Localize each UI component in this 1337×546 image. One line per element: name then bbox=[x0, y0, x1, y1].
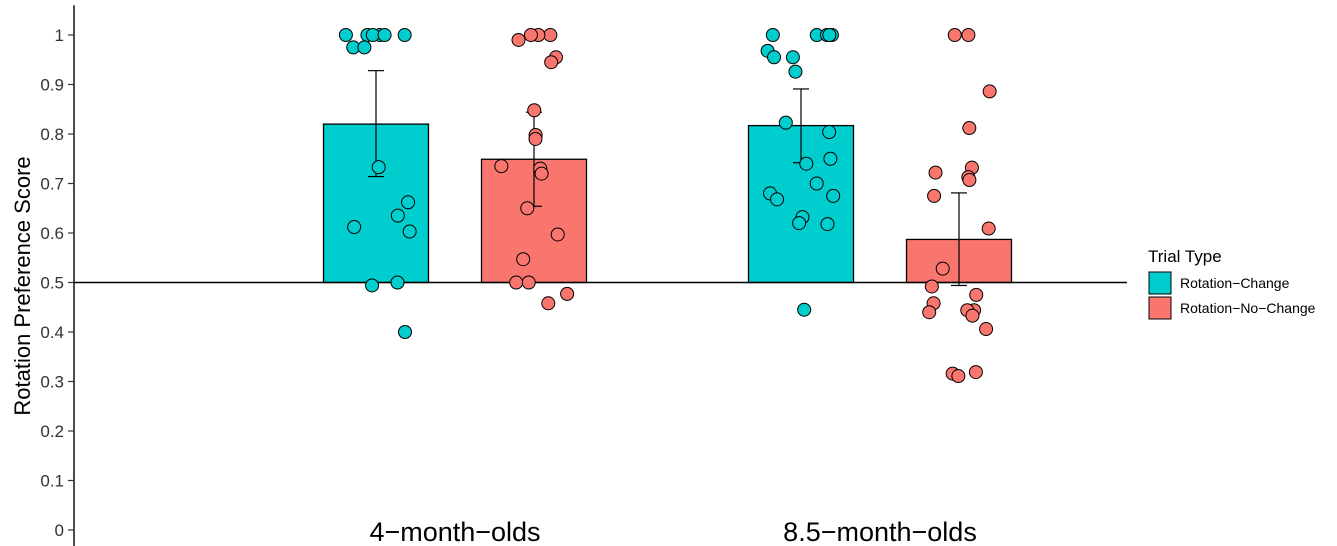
data-point bbox=[544, 55, 559, 70]
data-point bbox=[982, 84, 997, 99]
legend-label: Rotation−No−Change bbox=[1180, 300, 1316, 316]
data-point bbox=[494, 159, 509, 174]
y-axis: 0 0.1 0.2 0.3 0.4 0.5 0.6 0.7 0.8 0.9 1 bbox=[40, 5, 75, 546]
y-tick-label: 0.2 bbox=[40, 422, 64, 441]
data-point bbox=[338, 28, 353, 42]
data-point bbox=[398, 325, 413, 339]
data-point bbox=[792, 216, 807, 231]
legend-label: Rotation−Change bbox=[1180, 275, 1290, 291]
y-tick-label: 0.3 bbox=[40, 373, 64, 392]
data-point bbox=[511, 32, 526, 47]
data-point bbox=[823, 151, 838, 166]
data-point bbox=[541, 296, 556, 311]
bars bbox=[322, 123, 1013, 284]
data-point bbox=[962, 121, 977, 136]
data-point bbox=[765, 28, 780, 42]
x-category-label: 4−month−olds bbox=[369, 517, 540, 546]
data-point bbox=[922, 305, 937, 320]
data-point bbox=[785, 50, 800, 65]
data-point bbox=[401, 195, 416, 210]
legend: Trial Type Rotation−Change Rotation−No−Ch… bbox=[1148, 247, 1316, 320]
x-category-label: 8.5−month−olds bbox=[783, 517, 977, 546]
data-point bbox=[799, 156, 814, 171]
data-points bbox=[338, 28, 997, 384]
data-point bbox=[809, 176, 824, 191]
data-point bbox=[822, 28, 837, 42]
data-point bbox=[371, 160, 386, 175]
data-point bbox=[928, 165, 943, 180]
data-point bbox=[979, 322, 994, 337]
data-point bbox=[961, 28, 976, 42]
data-point bbox=[947, 28, 962, 42]
y-tick-label: 0.7 bbox=[40, 175, 64, 194]
data-point bbox=[981, 221, 996, 236]
data-point bbox=[927, 188, 942, 203]
data-point bbox=[390, 208, 405, 223]
data-point bbox=[969, 287, 984, 302]
x-axis-labels: 4−month−olds 8.5−month−olds bbox=[369, 517, 976, 546]
data-point bbox=[767, 50, 782, 65]
data-point bbox=[543, 28, 558, 42]
y-axis-title: Rotation Preference Score bbox=[10, 156, 35, 415]
legend-swatch bbox=[1148, 271, 1172, 295]
data-point bbox=[935, 261, 950, 276]
data-point bbox=[797, 302, 812, 317]
data-point bbox=[924, 279, 939, 294]
data-point bbox=[951, 369, 966, 384]
data-point bbox=[521, 275, 536, 290]
data-point bbox=[509, 275, 524, 290]
y-tick-label: 0.1 bbox=[40, 472, 64, 491]
data-point bbox=[377, 28, 392, 42]
data-point bbox=[788, 64, 803, 79]
data-point bbox=[347, 220, 362, 235]
data-point bbox=[560, 286, 575, 301]
data-point bbox=[397, 28, 412, 42]
error-bars bbox=[368, 70, 967, 287]
data-point bbox=[402, 224, 417, 239]
y-tick-label: 0.4 bbox=[40, 323, 64, 342]
y-tick-label: 0.5 bbox=[40, 274, 64, 293]
legend-title: Trial Type bbox=[1148, 247, 1222, 266]
y-tick-label: 1 bbox=[55, 26, 64, 45]
data-point bbox=[528, 131, 543, 146]
data-point bbox=[523, 28, 538, 42]
y-tick-label: 0.6 bbox=[40, 224, 64, 243]
data-point bbox=[826, 188, 841, 203]
y-tick-label: 0.9 bbox=[40, 76, 64, 95]
data-point bbox=[962, 173, 977, 188]
data-point bbox=[550, 227, 565, 242]
data-point bbox=[820, 217, 835, 232]
data-point bbox=[516, 252, 531, 267]
data-point bbox=[534, 166, 549, 181]
data-point bbox=[527, 103, 542, 118]
data-point bbox=[778, 115, 793, 130]
data-point bbox=[357, 40, 372, 55]
data-point bbox=[822, 125, 837, 140]
data-point bbox=[968, 365, 983, 380]
data-point bbox=[520, 201, 535, 216]
data-point bbox=[390, 275, 405, 290]
data-point bbox=[965, 308, 980, 323]
y-tick-label: 0.8 bbox=[40, 125, 64, 144]
data-point bbox=[770, 192, 785, 207]
data-point bbox=[365, 28, 380, 42]
data-point bbox=[365, 278, 380, 293]
y-tick-label: 0 bbox=[55, 521, 64, 540]
legend-swatch bbox=[1148, 296, 1172, 320]
